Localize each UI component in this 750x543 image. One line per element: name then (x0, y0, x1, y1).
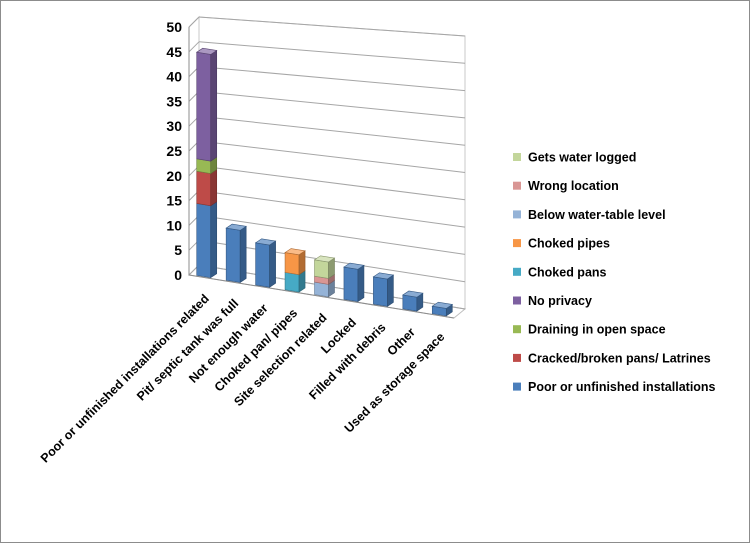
y-tick-label: 30 (166, 118, 182, 134)
gridline (198, 16, 466, 37)
gridline (198, 140, 466, 173)
bar-segment-front (196, 170, 212, 207)
legend-swatch (513, 325, 521, 334)
gridline (198, 165, 466, 201)
y-tick-label: 35 (166, 93, 182, 109)
gridline (198, 66, 466, 92)
bar-top (402, 290, 424, 298)
legend-label: Draining in open space (528, 323, 666, 337)
y-tick-label: 5 (174, 242, 182, 258)
legend-swatch (513, 181, 521, 190)
bar-segment-side (239, 225, 247, 283)
bar-segment-side (210, 49, 218, 162)
legend-swatch (513, 239, 521, 248)
legend-swatch (513, 382, 521, 391)
bar-segment-front (225, 227, 241, 283)
bar-segment-front (373, 276, 388, 307)
bar-top (372, 272, 395, 280)
y-tick-label: 40 (166, 69, 182, 85)
legend-label: Choked pans (528, 265, 607, 279)
legend-label: Cracked/broken pans/ Latrines (528, 351, 711, 365)
x-category-label: Poor or unfinished installations related (38, 292, 212, 466)
bar-top (254, 238, 277, 246)
legend-swatch (513, 210, 521, 219)
legend-label: Wrong location (528, 179, 619, 193)
bar-segment-front (284, 252, 300, 275)
y-tick-label: 0 (174, 267, 182, 283)
y-tick-label: 45 (166, 44, 182, 60)
bar-top (431, 301, 454, 309)
bar-segment-side (210, 168, 218, 207)
y-tick-label: 50 (166, 19, 182, 35)
bar-top (313, 255, 336, 263)
gridline (198, 115, 466, 146)
gridline (198, 214, 466, 255)
bar-top (343, 262, 365, 270)
bar-segment-side (269, 240, 276, 288)
gridline (198, 190, 466, 228)
legend-swatch (513, 296, 521, 305)
legend-label: Choked pipes (528, 237, 610, 251)
bar-top (225, 223, 247, 231)
gridline-side (188, 16, 200, 28)
legend-label: Poor or unfinished installations (528, 380, 716, 394)
bar-segment-front (402, 294, 418, 312)
bar-segment-front (314, 259, 329, 279)
bar-segment-side (210, 201, 218, 279)
bar-segment-front (255, 242, 270, 288)
bar-segment-front (343, 266, 359, 302)
bar-segment-front (196, 51, 212, 162)
y-tick-label: 20 (166, 168, 182, 184)
x-axis-line (188, 274, 455, 319)
gridline (198, 41, 466, 64)
bar-top (195, 47, 218, 55)
y-tick-label: 25 (166, 143, 182, 159)
y-tick-label: 10 (166, 217, 182, 233)
bar-segment-front (284, 272, 300, 293)
legend-label: Gets water logged (528, 151, 636, 165)
bar-segment-front (196, 203, 212, 279)
legend-label: No privacy (528, 294, 592, 308)
legend-label: Below water-table level (528, 208, 666, 222)
gridline-side (188, 41, 200, 53)
bar-segment-side (357, 264, 365, 303)
legend-swatch (513, 153, 521, 161)
bar-top (284, 248, 306, 256)
y-tick-label: 15 (166, 193, 182, 209)
legend-swatch (513, 267, 521, 276)
gridline (198, 90, 466, 119)
legend-swatch (513, 353, 521, 362)
bar-segment-side (387, 274, 394, 307)
